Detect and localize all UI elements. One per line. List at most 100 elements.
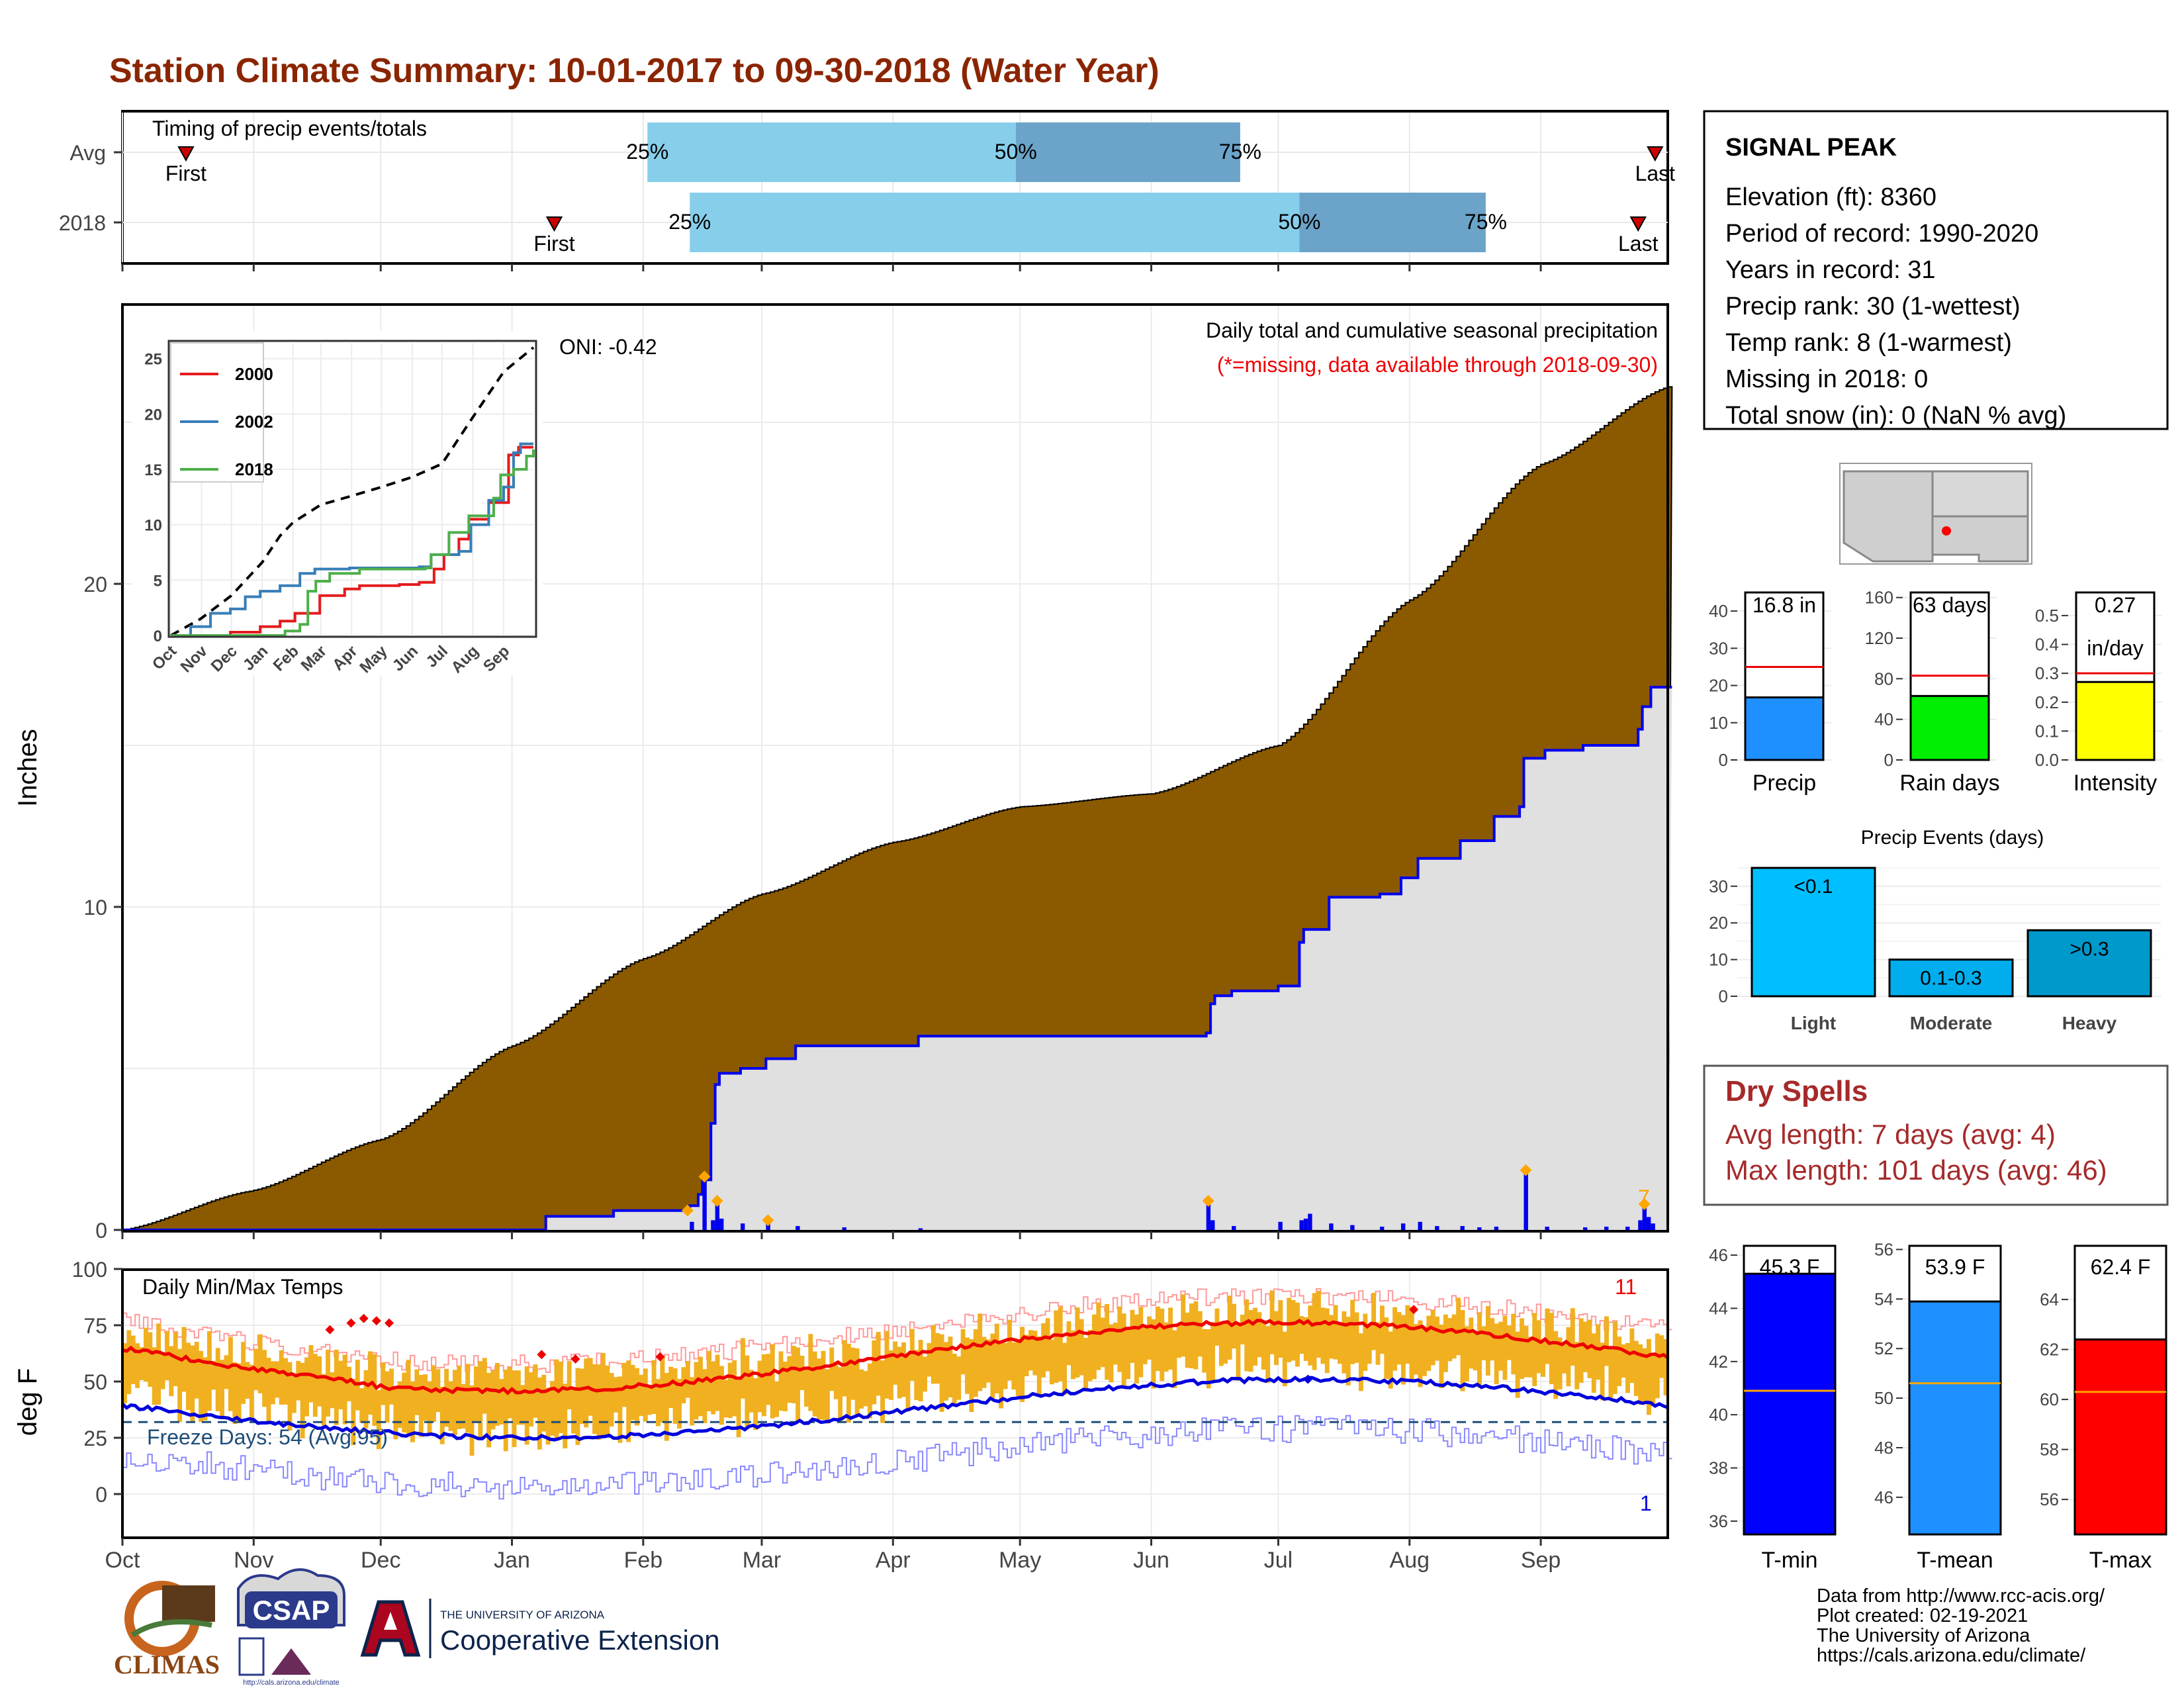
daily-temp-bar [939,1334,944,1412]
daily-temp-bar [1232,1303,1236,1349]
record-high-marker [537,1350,547,1360]
daily-temp-bar [1469,1317,1474,1369]
daily-temp-bar [571,1389,576,1434]
daily-precip-bar [1350,1225,1355,1230]
inset-y-tick: 0 [154,628,162,645]
small-bar-value-label: 16.8 in [1752,593,1816,617]
small-bar-y-tick: 120 [1865,628,1893,648]
daily-temp-bar [719,1366,724,1425]
daily-temp-bar [745,1355,750,1429]
daily-temp-bar [1363,1313,1368,1371]
daily-temp-bar [1324,1308,1330,1374]
daily-temp-bar [1185,1312,1190,1368]
daily-temp-bar [842,1340,847,1397]
daily-temp-bar [1032,1331,1038,1376]
daily-temp-bar [1176,1325,1181,1358]
temp-bar-y-tick: 60 [2040,1389,2059,1409]
daily-temp-bar [880,1360,886,1423]
daily-temp-bar [893,1341,898,1385]
daily-temp-bar [1202,1329,1207,1373]
daily-temp-bar [1003,1342,1008,1389]
temp-bar-value-label: 53.9 F [1925,1255,1985,1279]
daily-temp-bar [1384,1317,1389,1380]
timing-first-label: First [165,162,206,185]
temp-bar-t-max: 56 58 60 62 64 62.4 F T-max [2040,1244,2167,1573]
daily-temp-bar [1151,1319,1156,1389]
daily-temp-bar [1138,1307,1144,1378]
daily-temp-bar [524,1366,529,1445]
daily-temp-bar [1396,1312,1402,1365]
daily-temp-bar [677,1378,682,1429]
daily-temp-bar [486,1373,492,1448]
daily-temp-bar [152,1347,157,1405]
daily-temp-bar [1633,1340,1639,1396]
daily-temp-bar [1596,1324,1601,1380]
station-info-line: Precip rank: 30 (1-wettest) [1725,293,2021,320]
daily-temp-bar [406,1360,411,1434]
daily-temp-bar [690,1377,695,1426]
daily-temp-bar [791,1346,796,1403]
daily-temp-bar [512,1370,517,1448]
daily-temp-bar [1117,1306,1122,1372]
daily-temp-bar [918,1340,923,1401]
credit-line-3: The University of Arizona [1817,1625,2030,1646]
daily-temp-bar [194,1342,199,1399]
daily-temp-bar [1498,1321,1504,1371]
heavy-precip-marker [1638,1197,1651,1210]
daily-temp-bar [1299,1316,1304,1354]
daily-precip-bar [1545,1227,1549,1230]
daily-temp-bar [1130,1309,1135,1363]
daily-precip-bar [1583,1227,1588,1230]
daily-temp-bar [1147,1316,1152,1360]
daily-temp-bar [1591,1333,1596,1393]
daily-temp-bar [1481,1326,1486,1360]
temp-bar-y-tick: 46 [1709,1245,1728,1265]
daily-temp-bar [884,1331,889,1399]
temp-bar-label: T-min [1762,1548,1818,1573]
small-bar-value [1744,696,1825,761]
small-bar-value [1909,694,1990,761]
daily-temp-bar [935,1333,940,1384]
record-high-marker [570,1354,580,1364]
station-info-line: Period of record: 1990-2020 [1725,220,2038,248]
daily-temp-bar [1312,1293,1317,1370]
daily-temp-bar [232,1362,238,1425]
small-bar-y-tick: 40 [1874,710,1893,729]
temp-y-tick: 25 [83,1427,107,1450]
daily-temp-bar [1105,1304,1110,1380]
daily-temp-bar [1206,1329,1211,1389]
daily-temp-bar [173,1332,178,1387]
credit-line-2: Plot created: 02-19-2021 [1817,1605,2028,1626]
record-high-marker [325,1325,335,1335]
csap-logo: CSAP http://cals.arizona.edu/climate [237,1568,345,1687]
daily-temp-bar [1520,1318,1524,1380]
daily-temp-bar [241,1342,246,1404]
daily-temp-bar [389,1368,394,1405]
daily-temp-bar [1447,1318,1453,1362]
daily-temp-bar [639,1374,644,1417]
daily-temp-bar [448,1381,453,1431]
daily-temp-bar [1278,1300,1283,1358]
daily-temp-bar [1282,1331,1287,1387]
daily-temp-bar [1329,1315,1334,1359]
daily-temp-bar [139,1347,144,1380]
daily-temp-bar [727,1362,733,1419]
daily-temp-bar [516,1370,521,1425]
daily-temp-bar [351,1378,356,1446]
daily-temp-bar [545,1387,551,1445]
month-label: Sep [1521,1548,1561,1573]
daily-temp-bar [952,1353,957,1403]
temp-bar-t-min: 36 38 40 42 44 46 45.3 F T-min [1709,1244,1837,1573]
daily-precip-bar [741,1223,745,1230]
daily-temp-bar [931,1325,936,1384]
summary-bar-precip: 0 10 20 30 40 16.8 in Precip [1709,591,1831,796]
daily-temp-bar [156,1323,161,1405]
daily-temp-bar [1642,1348,1647,1402]
daily-temp-bar [169,1346,174,1397]
daily-temp-bar [1189,1303,1195,1369]
daily-temp-bar [1287,1297,1292,1362]
daily-temp-bar [1570,1308,1575,1366]
daily-temp-bar [385,1371,390,1423]
daily-temp-bar [135,1343,140,1388]
daily-precip-bar [690,1221,694,1230]
